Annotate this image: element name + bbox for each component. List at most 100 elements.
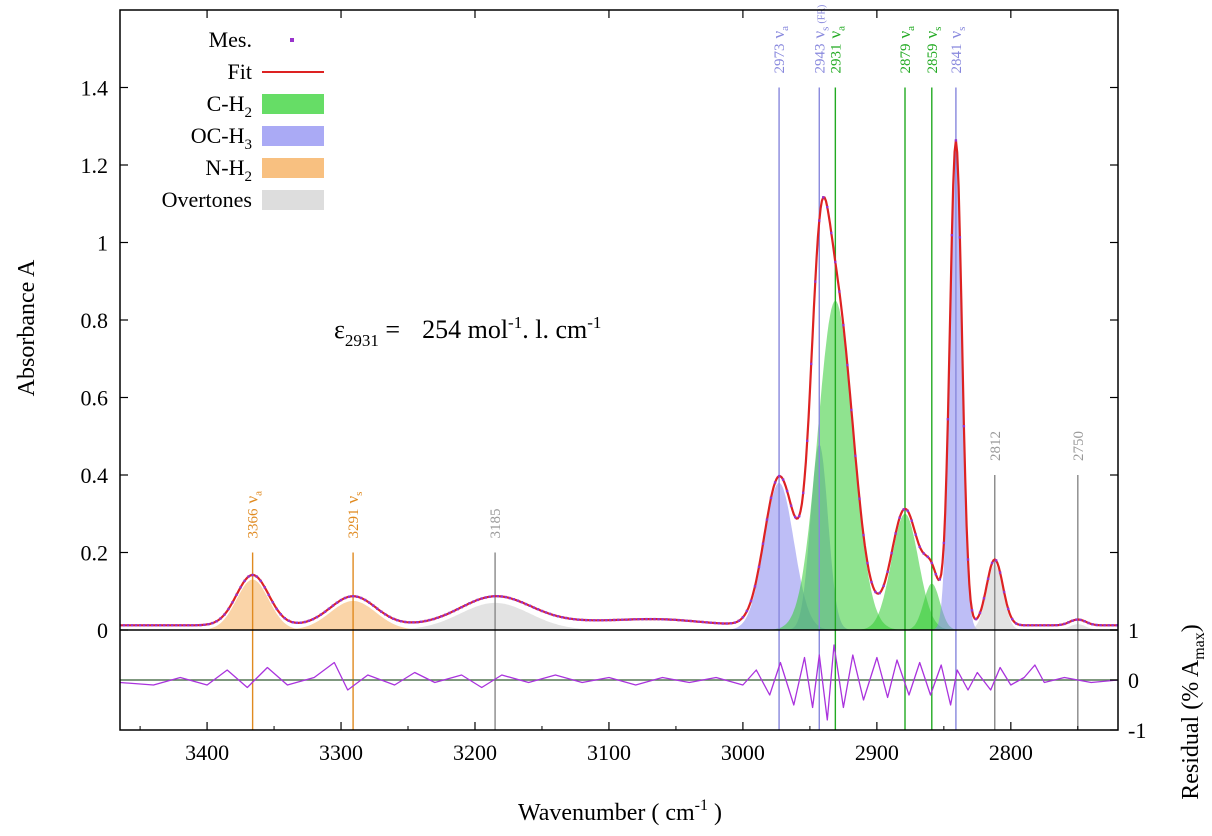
measure-point xyxy=(733,621,737,624)
measure-point xyxy=(191,624,194,627)
measure-point xyxy=(717,622,720,625)
measure-point xyxy=(613,618,616,622)
y-tick-label: 0.2 xyxy=(81,541,109,566)
measure-point xyxy=(749,599,753,603)
measure-point xyxy=(271,601,274,604)
measure-point xyxy=(512,598,515,601)
measure-point xyxy=(456,608,459,611)
peak-label-2859: 2859νs xyxy=(922,27,944,74)
measure-point xyxy=(705,621,708,624)
y-tick-label: 0.6 xyxy=(81,386,109,411)
measure-point xyxy=(259,579,262,583)
measure-point xyxy=(223,613,226,616)
measure-point xyxy=(814,280,817,283)
measure-point xyxy=(343,596,347,600)
measure-point xyxy=(380,610,383,613)
measure-point xyxy=(898,516,901,519)
measure-point xyxy=(994,559,998,562)
measure-point xyxy=(420,620,423,623)
measure-point xyxy=(496,595,499,598)
measure-point xyxy=(130,624,134,627)
measure-point xyxy=(1043,624,1046,627)
measure-point xyxy=(199,623,202,627)
plot-frame xyxy=(119,9,1119,731)
measure-point xyxy=(255,575,258,578)
measure-point xyxy=(323,610,327,613)
measure-point xyxy=(765,518,769,521)
legend-swatch-fill xyxy=(262,126,324,146)
measure-point xyxy=(737,619,741,622)
measure-point xyxy=(572,618,576,621)
measure-point xyxy=(1079,618,1082,622)
fit-line xyxy=(120,140,1118,627)
measure-point xyxy=(315,615,319,619)
legend-label-1: Fit xyxy=(228,59,252,84)
measure-point xyxy=(283,617,286,620)
peak-label-2750: 2750 xyxy=(1071,431,1087,461)
measure-point xyxy=(528,604,532,607)
measure-point xyxy=(701,620,704,624)
residual-tick-label: 0 xyxy=(1128,668,1139,693)
peak-label-3291: 3291νs xyxy=(343,492,365,539)
measure-point xyxy=(673,618,676,621)
measure-point xyxy=(910,519,913,522)
measure-point xyxy=(142,624,146,627)
measure-point xyxy=(183,624,186,627)
measure-point xyxy=(761,542,765,545)
measure-point xyxy=(163,624,166,627)
measure-point xyxy=(609,618,612,622)
measure-point xyxy=(1035,624,1038,627)
measure-point xyxy=(576,618,580,621)
measure-point xyxy=(633,618,636,621)
measure-point xyxy=(359,596,363,600)
measure-point xyxy=(966,558,970,561)
x-tick-label: 3100 xyxy=(587,740,631,765)
measure-point xyxy=(657,618,660,621)
measure-point xyxy=(452,609,455,613)
measure-point xyxy=(548,612,552,616)
measure-point xyxy=(926,555,929,559)
measure-point xyxy=(532,606,536,609)
measure-point xyxy=(858,497,861,500)
legend-swatch-point xyxy=(290,38,294,42)
measure-point xyxy=(167,624,170,627)
measure-point xyxy=(1099,624,1102,627)
measure-point xyxy=(1075,618,1078,621)
measure-point xyxy=(958,236,962,239)
measure-point xyxy=(428,618,431,622)
measure-point xyxy=(1039,624,1042,627)
measure-point xyxy=(625,618,628,621)
measure-point xyxy=(335,601,339,604)
measure-point xyxy=(1063,622,1066,626)
y-tick-label: 1.2 xyxy=(81,153,109,178)
measure-point xyxy=(785,489,789,493)
measure-point xyxy=(978,611,982,615)
measure-point xyxy=(1107,624,1110,627)
measure-point xyxy=(581,618,584,622)
measure-point xyxy=(1047,624,1050,627)
measure-point xyxy=(327,607,331,610)
measure-point xyxy=(1095,623,1098,627)
x-tick-label: 3400 xyxy=(185,740,229,765)
y-tick-label: 1.4 xyxy=(81,76,109,101)
measure-point xyxy=(846,363,849,367)
measure-point xyxy=(203,623,206,626)
measure-point xyxy=(745,609,749,613)
measure-point xyxy=(211,621,214,625)
measure-point xyxy=(279,613,282,616)
measure-point xyxy=(122,624,126,627)
measure-point xyxy=(982,597,986,600)
measure-point xyxy=(424,619,427,623)
measure-point xyxy=(303,620,307,624)
legend-swatch-fill xyxy=(262,190,324,210)
measure-point xyxy=(171,624,174,627)
measure-point xyxy=(155,624,158,627)
measure-point xyxy=(874,590,877,594)
peak-label-2931: 2931νa xyxy=(825,26,847,74)
measure-point xyxy=(488,595,491,598)
measure-point xyxy=(830,231,833,235)
measure-point xyxy=(697,620,700,623)
measure-point xyxy=(725,622,728,625)
measure-point xyxy=(621,618,624,621)
y-tick-label: 0.4 xyxy=(81,463,109,488)
